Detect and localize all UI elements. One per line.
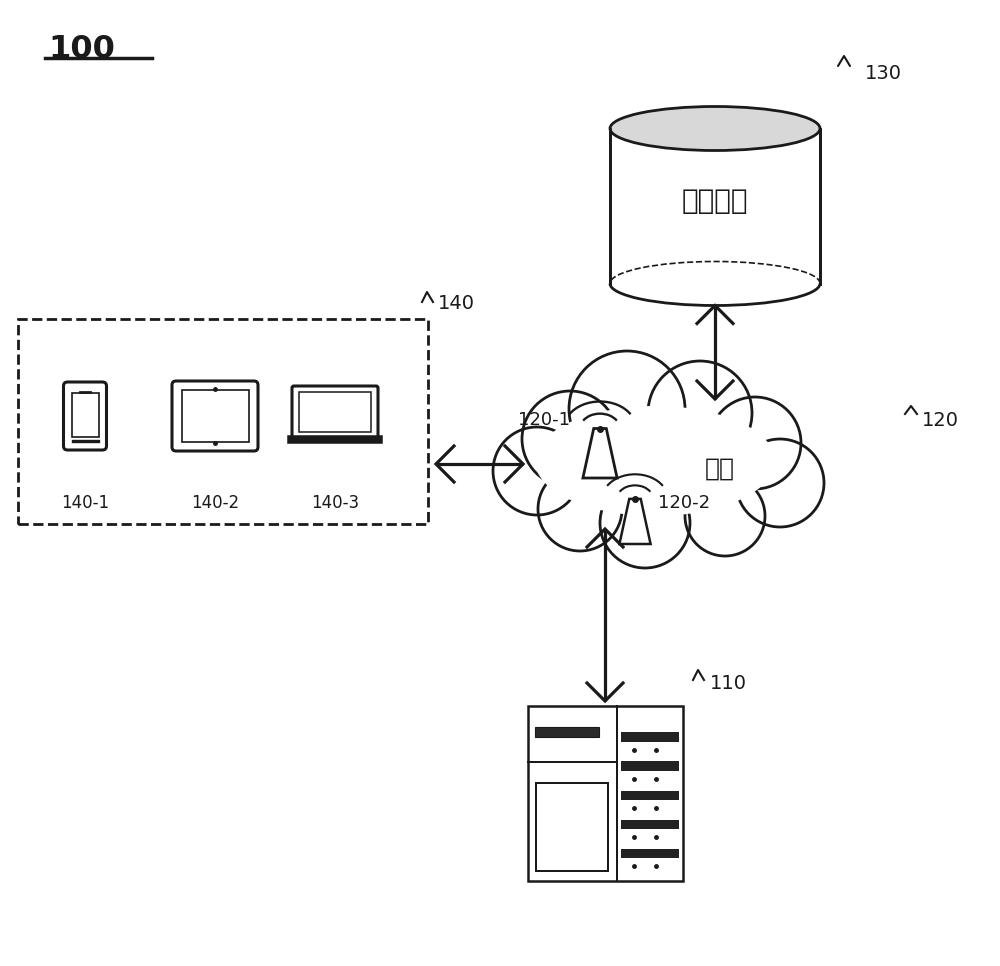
Text: 120-1: 120-1 <box>518 411 570 429</box>
Circle shape <box>538 467 622 551</box>
Bar <box>72 393 99 437</box>
Text: 140-1: 140-1 <box>61 494 109 512</box>
FancyBboxPatch shape <box>292 386 378 438</box>
Bar <box>621 761 679 771</box>
Bar <box>610 128 820 283</box>
Polygon shape <box>583 429 617 478</box>
Bar <box>621 849 679 858</box>
Circle shape <box>569 351 685 467</box>
Text: 110: 110 <box>710 674 747 693</box>
Bar <box>621 732 679 742</box>
Bar <box>535 726 599 737</box>
Polygon shape <box>619 498 651 544</box>
Ellipse shape <box>535 406 775 516</box>
Circle shape <box>648 361 752 465</box>
Text: 130: 130 <box>865 64 902 83</box>
Text: 140-3: 140-3 <box>311 494 359 512</box>
Circle shape <box>709 397 801 489</box>
Text: 140-2: 140-2 <box>191 494 239 512</box>
Bar <box>621 790 679 800</box>
Bar <box>288 436 382 443</box>
Circle shape <box>522 391 618 487</box>
Bar <box>299 392 371 432</box>
Circle shape <box>600 478 690 568</box>
FancyBboxPatch shape <box>172 381 258 451</box>
Text: 网络: 网络 <box>705 457 735 481</box>
Text: 100: 100 <box>48 34 115 65</box>
Bar <box>536 783 608 870</box>
Text: 存储设备: 存储设备 <box>682 187 748 215</box>
Text: 140: 140 <box>438 294 475 313</box>
Bar <box>621 820 679 829</box>
Bar <box>18 319 428 524</box>
Ellipse shape <box>610 106 820 151</box>
Text: 120-2: 120-2 <box>658 494 710 512</box>
Bar <box>182 390 249 442</box>
Text: 120: 120 <box>922 411 959 430</box>
Circle shape <box>685 476 765 556</box>
Circle shape <box>493 427 581 515</box>
Bar <box>528 706 682 881</box>
FancyBboxPatch shape <box>64 382 107 450</box>
Circle shape <box>736 439 824 527</box>
